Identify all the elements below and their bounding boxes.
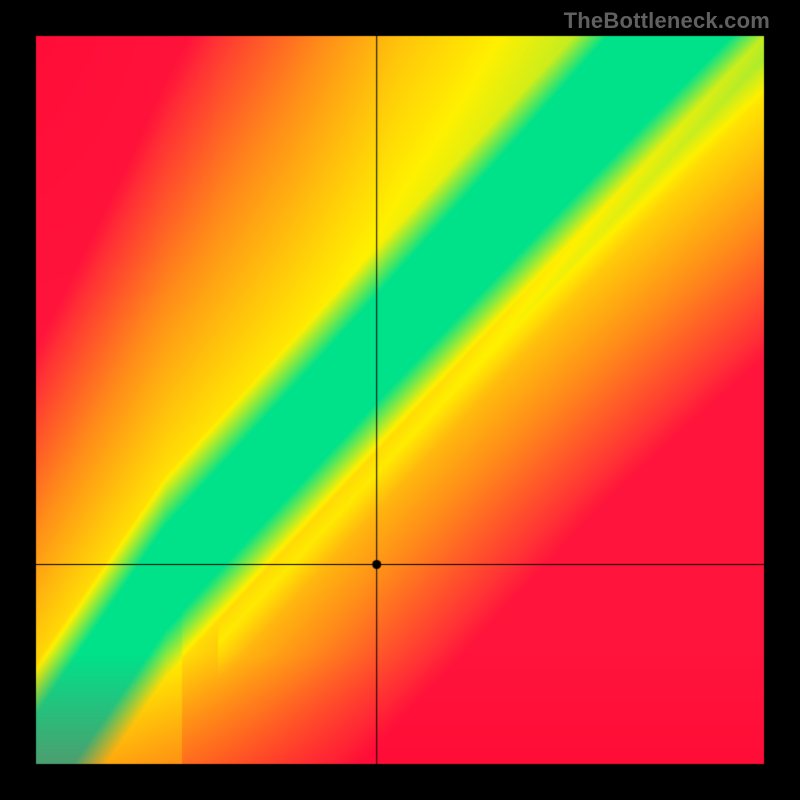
chart-container: TheBottleneck.com (0, 0, 800, 800)
heatmap-canvas (0, 0, 800, 800)
watermark-text: TheBottleneck.com (564, 8, 770, 34)
